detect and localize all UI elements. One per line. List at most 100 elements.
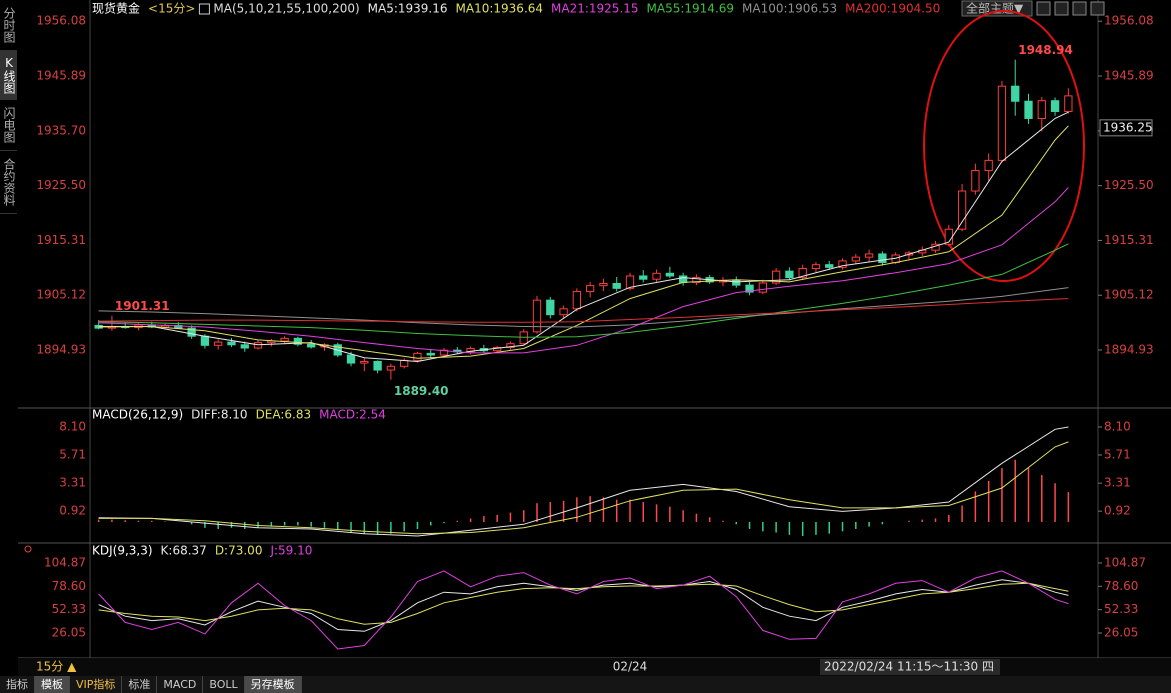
candle-body [745,284,754,293]
y-tick-label: 1894.93 [36,343,86,357]
candle-body [360,360,369,364]
tab[interactable]: 标准 [122,676,158,693]
tab[interactable]: MACD [157,676,204,693]
y-tick-label: 5.71 [1104,448,1131,462]
toolbar-icon[interactable] [1036,1,1051,16]
y-tick-label: 5.71 [59,448,86,462]
candle-body [280,337,289,342]
y-tick-label: 52.33 [52,602,86,616]
sidebar-item[interactable]: K线图 [0,51,17,100]
sidebar-item[interactable]: 闪电图 [0,100,17,151]
tab[interactable]: 另存模板 [244,676,302,693]
y-tick-label: 8.10 [59,419,86,433]
candle-body [413,352,422,361]
y-tick-label: 1925.50 [1104,178,1154,192]
toolbar-icon[interactable] [1072,1,1087,16]
candle-body [386,365,396,371]
y-tick-label: 78.60 [52,579,86,593]
candle-body [200,335,210,346]
y-tick-label: 1956.08 [1104,14,1154,28]
legend-label: K:68.37 [161,544,207,558]
legend-label: D:73.00 [215,544,263,558]
tab-bar: 指标 模板 VIP指标 标准 MACD BOLL 另存模板 [0,676,1171,693]
toolbar-icon[interactable] [1054,1,1069,16]
candle-body [652,272,661,280]
extreme-label: 1948.94 [1018,43,1073,57]
extreme-label: 1901.31 [115,299,170,313]
indicator-line [98,287,1069,328]
kdj-icon[interactable] [24,545,32,553]
candle-body [864,253,874,258]
y-tick-label: 1925.50 [36,178,86,192]
candle-body [851,256,860,262]
legend-label: MA200:1904.50 [845,2,940,16]
candle-body [532,299,542,333]
candle-body [811,264,821,269]
time-range: 2022/02/24 11:15～11:30 四 [824,660,994,674]
candle-body [1037,100,1046,119]
candle-body [1050,100,1060,112]
legend-label: MACD(26,12,9) [92,408,183,422]
sidebar-item[interactable]: 分时图 [0,0,17,51]
candle-body [599,282,608,287]
candle-body [227,341,236,346]
y-tick-label: 104.87 [44,555,86,569]
indicator-line [98,125,1069,359]
legend-label: J:59.10 [269,544,312,558]
legend-label: MA(5,10,21,55,100,200) [213,2,359,16]
last-price-box [1099,119,1153,137]
candle-body [253,342,263,349]
chart-area: 全部主题▼ 15分 ▲ 2022/02/24 11:15～11:30 四 189… [18,0,1171,675]
candle-body [878,253,887,264]
candle-body [678,275,688,283]
indicator-line [98,426,1069,537]
last-price: 1936.25 [1103,120,1153,134]
indicator-line [98,111,1069,363]
y-tick-label: 8.10 [1104,419,1131,433]
tab[interactable]: 模板 [35,676,70,693]
candle-body [1011,85,1020,102]
legend-label: MACD:2.54 [319,408,386,422]
legend-label: MA5:1939.16 [368,2,448,16]
legend-label: KDJ(9,3,3) [92,544,153,558]
y-tick-label: 78.60 [1104,579,1138,593]
candle-body [585,285,595,293]
y-tick-label: 1935.70 [36,123,86,137]
legend-label: MA55:1914.69 [647,2,735,16]
indicator-line [98,570,1069,650]
toolbar-icon[interactable] [1090,1,1105,16]
candle-body [214,341,223,346]
candle-body [639,275,648,280]
candle-body [426,352,435,356]
candle-body [187,327,196,337]
candle-body [758,282,767,293]
y-tick-label: 52.33 [1104,602,1138,616]
indicator-line [98,441,1069,535]
candle-body [506,343,515,348]
sidebar-item[interactable]: 合约资料 [0,151,17,214]
legend-label: MA100:1906.53 [742,2,837,16]
legend-label: <15分> [148,2,195,16]
candle-body [692,277,701,283]
tab[interactable]: BOLL [203,676,245,693]
candle-body [785,270,794,279]
candle-body [293,337,303,345]
y-tick-label: 0.92 [59,504,86,518]
tab[interactable]: VIP指标 [70,676,123,693]
legend-label: 现货黄金 [92,1,140,16]
candle-body [1064,95,1073,112]
tab[interactable]: 指标 [0,676,35,693]
candle-body [732,279,741,286]
candle-body [240,344,249,349]
candle-body [1024,100,1033,119]
candle-body [572,291,582,310]
y-tick-label: 1956.08 [36,14,86,28]
y-tick-label: 1905.12 [36,288,86,302]
period-label[interactable]: 15分 ▲ [36,660,77,674]
candle-body [625,275,635,289]
y-tick-label: 0.92 [1104,504,1131,518]
candle-body [546,299,555,316]
legend-label: MA21:1925.15 [551,2,639,16]
candle-body [825,264,834,268]
y-tick-label: 1945.89 [1104,69,1154,83]
